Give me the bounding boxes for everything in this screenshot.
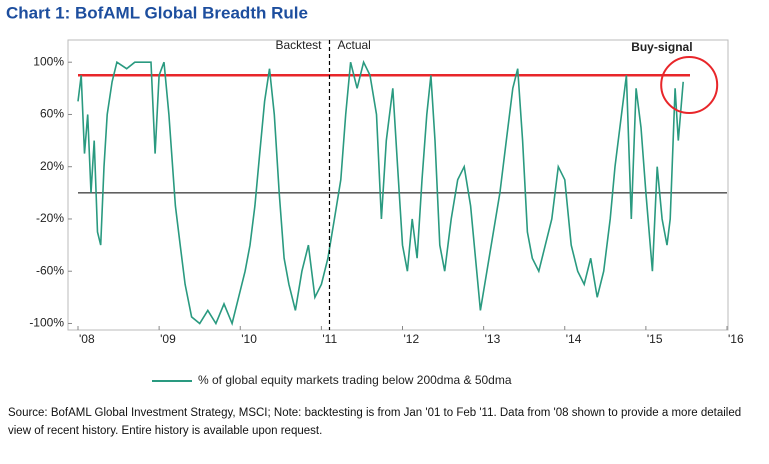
annotation: Backtest: [275, 38, 322, 52]
plot-frame: [67, 39, 729, 331]
x-tick-label: '11: [322, 332, 337, 346]
series-line: [77, 59, 684, 327]
x-tick-label: '08: [79, 332, 95, 346]
y-tick-label: 100%: [33, 54, 64, 68]
y-tick-label: 60%: [40, 107, 64, 121]
annotation: Actual: [337, 38, 370, 52]
source-note: Source: BofAML Global Investment Strateg…: [8, 407, 742, 437]
y-tick-label: 20%: [40, 159, 64, 173]
y-tick-label: -100%: [29, 316, 64, 330]
x-tick-label: '12: [404, 332, 420, 346]
legend-label: % of global equity markets trading below…: [198, 373, 512, 387]
chart-title: Chart 1: BofAML Global Breadth Rule: [6, 3, 308, 22]
annotation: Buy-signal: [631, 40, 692, 54]
chart: Chart 1: BofAML Global Breadth Rule -100…: [6, 3, 744, 387]
x-tick-label: '14: [566, 332, 582, 346]
y-tick-label: -20%: [36, 211, 64, 225]
highlight-circle: [660, 56, 719, 114]
x-tick-label: '13: [485, 332, 501, 346]
y-tick-label: -60%: [36, 263, 64, 277]
x-tick-label: '09: [160, 332, 176, 346]
x-tick-label: '10: [241, 332, 257, 346]
x-tick-label: '16: [728, 332, 744, 346]
x-tick-label: '15: [647, 332, 663, 346]
